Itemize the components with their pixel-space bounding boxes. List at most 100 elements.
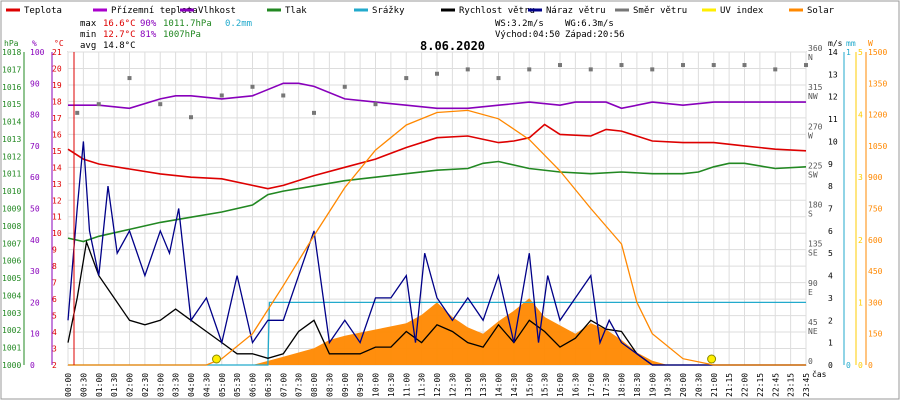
wind-direction-point-8 [312, 110, 316, 115]
dir-value-6: 90 [808, 279, 818, 288]
x-tick-label-8: 04:00 [187, 373, 196, 397]
series-0-line [67, 123, 807, 190]
pct-tick-1: 10 [30, 330, 40, 339]
pct-tick-5: 50 [30, 205, 40, 214]
x-tick-label-9: 04:30 [202, 373, 211, 397]
x-tick-label-10: 05:00 [218, 373, 227, 397]
dir-value-7: 45 [808, 318, 818, 327]
x-tick-label-46: 22:45 [771, 373, 780, 397]
pct-tick-4: 40 [30, 236, 40, 245]
ms-tick-0: 0 [828, 361, 833, 370]
dir-value-4: 180 [808, 201, 823, 210]
x-tick-label-31: 15:30 [541, 373, 550, 397]
legend-label-3: Tlak [285, 6, 307, 16]
dir-value-2: 270 [808, 122, 823, 131]
hpa-tick-10: 1010 [2, 187, 21, 196]
ms-tick-10: 10 [828, 137, 838, 146]
ms-tick-13: 13 [828, 70, 838, 79]
sunrise: Východ:04:50 [495, 30, 560, 40]
ms-tick-7: 7 [828, 205, 833, 214]
pct-tick-9: 90 [30, 79, 40, 88]
ms-tick-2: 2 [828, 316, 833, 325]
x-tick-label-6: 03:00 [156, 373, 165, 397]
x-tick-label-29: 14:30 [510, 373, 519, 397]
dir-label-2: W [808, 131, 813, 140]
dir-label-5: SE [808, 249, 818, 258]
legend: Teplota Přízemní teplota Vlhkost Tlak Srážky… [6, 6, 835, 16]
hpa-tick-5: 1005 [2, 274, 21, 283]
ms-tick-11: 11 [828, 115, 838, 124]
x-tick-label-39: 19:30 [664, 373, 673, 397]
series-7-line [68, 109, 806, 366]
sunset: Západ:20:56 [565, 30, 625, 40]
wind-direction-point-16 [558, 63, 562, 68]
wind-wg: WG:6.3m/s [565, 19, 614, 29]
x-tick-label-28: 14:00 [495, 373, 504, 397]
degc-tick-2: 4 [52, 328, 57, 337]
x-tick-label-11: 05:30 [233, 373, 242, 397]
pct-tick-7: 70 [30, 142, 40, 151]
wind-direction-point-10 [373, 102, 378, 107]
hpa-tick-4: 1004 [2, 291, 21, 300]
wind-direction-point-14 [496, 76, 501, 81]
mm-unit: mm [846, 39, 856, 48]
solar-tick-1: 150 [868, 330, 883, 339]
wind-direction-point-18 [619, 63, 624, 68]
hpa-tick-7: 1007 [2, 239, 21, 248]
stat-min-press: 1007hPa [163, 30, 201, 40]
wind-direction-point-12 [435, 71, 439, 76]
x-tick-label-43: 21:15 [725, 373, 734, 397]
wind-direction-point-20 [681, 63, 685, 68]
hpa-tick-0: 1000 [2, 361, 21, 370]
pct-tick-8: 80 [30, 111, 40, 120]
solar-measured-area [252, 298, 668, 365]
x-tick-label-47: 23:15 [787, 373, 796, 397]
hpa-tick-15: 1015 [2, 100, 21, 109]
x-tick-label-36: 18:00 [618, 373, 627, 397]
solar-tick-10: 1500 [868, 48, 887, 57]
x-tick-label-4: 02:00 [126, 373, 135, 397]
wind-direction-point-3 [158, 102, 163, 107]
x-tick-label-17: 08:30 [325, 373, 334, 397]
dir-label-3: SW [808, 170, 818, 179]
wind-direction-point-9 [342, 84, 347, 89]
hpa-tick-16: 1016 [2, 83, 21, 92]
legend-label-6: Náraz větru [546, 6, 606, 16]
hpa-unit: hPa [4, 39, 19, 48]
wind-direction-point-11 [404, 76, 409, 81]
legend-label-1: Přízemní teplota [111, 6, 198, 16]
dir-value-5: 135 [808, 240, 823, 249]
wind-direction-point-23 [773, 67, 778, 72]
wind-direction-point-24 [804, 63, 808, 68]
mm-tick-0: 0 [846, 361, 851, 370]
x-tick-label-23: 11:30 [418, 373, 427, 397]
sun-marker-0 [212, 354, 222, 364]
x-tick-label-24: 12:00 [433, 373, 442, 397]
degc-tick-10: 12 [52, 196, 62, 205]
hpa-tick-8: 1008 [2, 222, 21, 231]
dir-value-0: 360 [808, 44, 823, 53]
x-tick-label-7: 03:30 [172, 373, 181, 397]
wind-direction-point-19 [650, 67, 655, 72]
hpa-tick-1: 1001 [2, 344, 21, 353]
x-tick-label-21: 10:30 [387, 373, 396, 397]
pct-tick-6: 60 [30, 173, 40, 182]
solar-tick-2: 300 [868, 298, 883, 307]
hpa-tick-11: 1011 [2, 170, 21, 179]
x-tick-label-16: 08:00 [310, 373, 319, 397]
dir-label-6: E [808, 288, 813, 297]
x-tick-label-38: 19:00 [648, 373, 657, 397]
stat-min-label: min [80, 30, 96, 40]
pct-tick-10: 100 [30, 48, 45, 57]
ms-tick-3: 3 [828, 294, 833, 303]
dir-label-1: NW [808, 92, 818, 101]
x-tick-label-45: 22:15 [756, 373, 765, 397]
dir-value-8: 0 [808, 357, 813, 366]
degc-unit: °C [54, 39, 64, 48]
degc-tick-15: 17 [52, 114, 62, 123]
series-2-line [67, 160, 807, 243]
degc-tick-4: 6 [52, 295, 57, 304]
x-tick-label-34: 17:00 [587, 373, 596, 397]
